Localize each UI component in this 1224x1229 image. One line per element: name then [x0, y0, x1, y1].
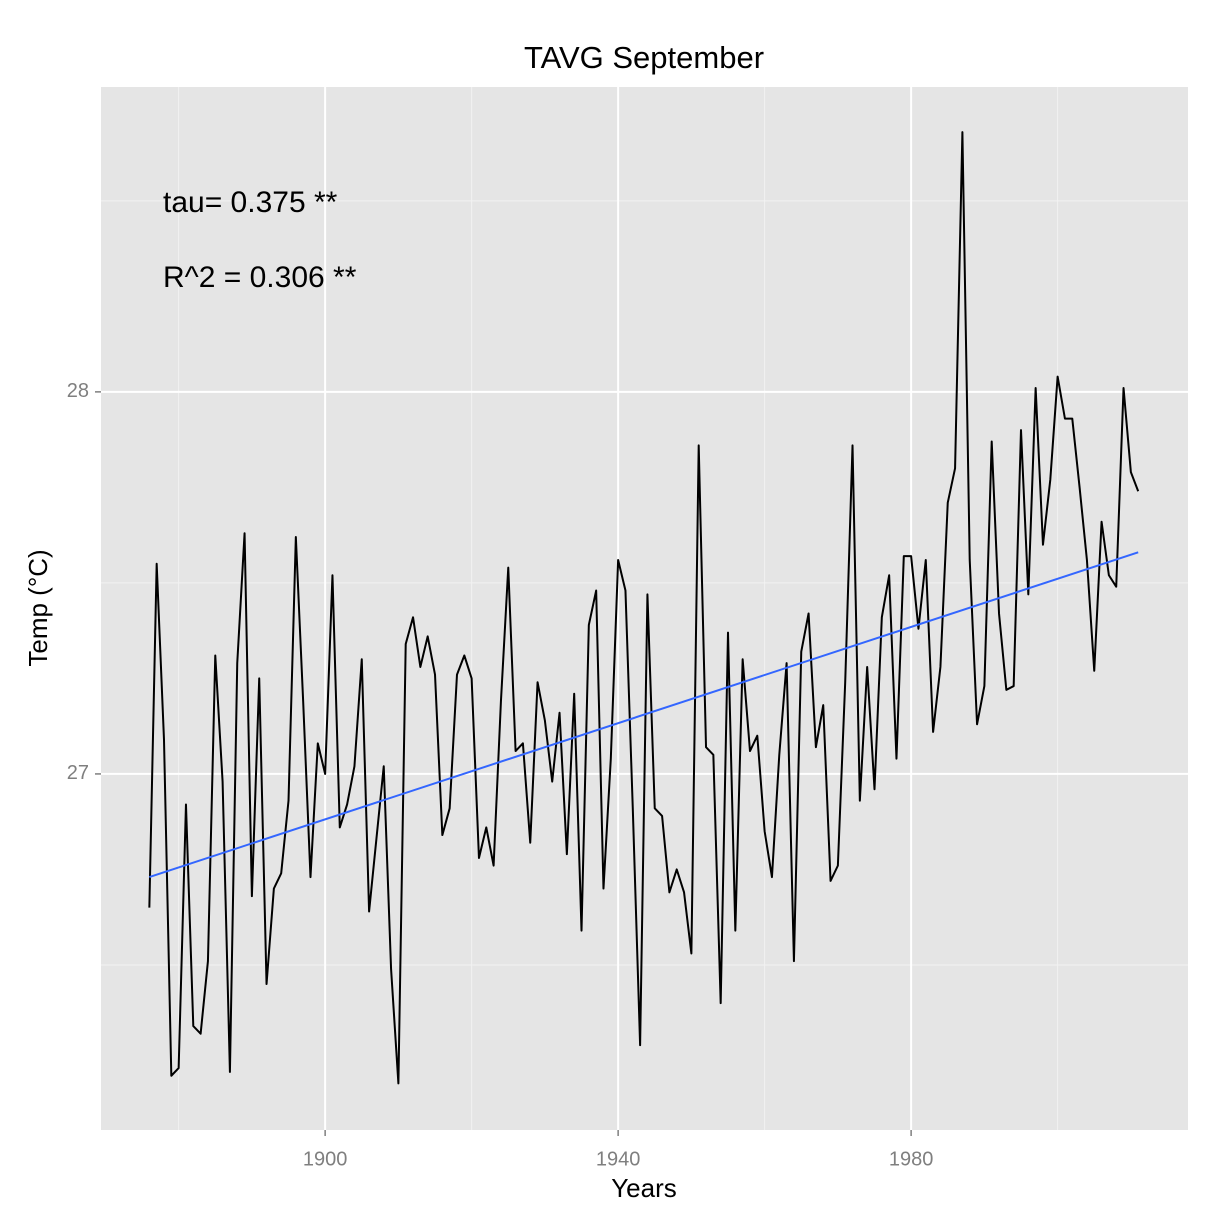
- y-tick-label: 28: [67, 380, 89, 402]
- y-axis-title: Temp (°C): [23, 549, 53, 666]
- x-axis-title: Years: [611, 1173, 677, 1203]
- trend-line: [149, 551, 1139, 879]
- data-line: [148, 131, 1140, 1085]
- x-tick-label: 1940: [596, 1148, 641, 1170]
- annotation: tau= 0.375 **: [163, 186, 338, 219]
- y-tick-label: 27: [67, 762, 89, 784]
- x-tick-label: 1980: [889, 1148, 934, 1170]
- panel: [101, 87, 1188, 1130]
- x-tick-label: 1900: [303, 1148, 348, 1170]
- annotation: R^2 = 0.306 **: [163, 261, 357, 294]
- chart-title: TAVG September: [524, 40, 764, 75]
